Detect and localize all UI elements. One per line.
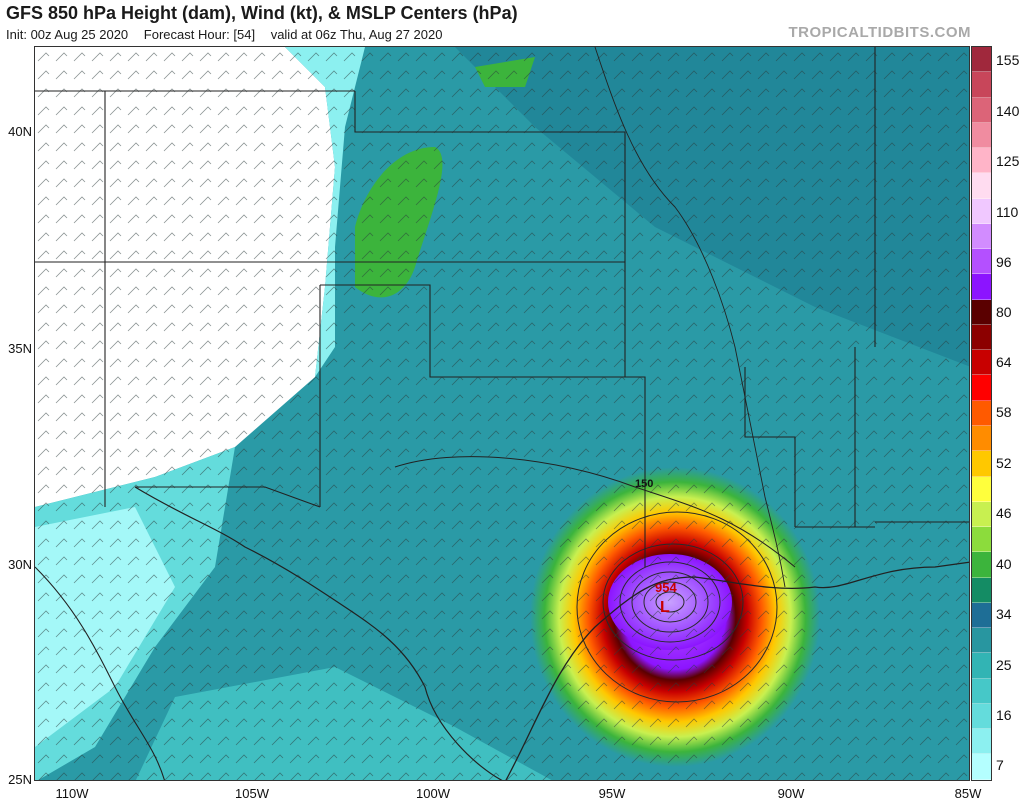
colorbar-swatch — [972, 602, 991, 629]
lon-label-95w: 95W — [598, 786, 626, 801]
colorbar-swatch — [972, 350, 991, 376]
lat-label-35n: 35N — [8, 341, 32, 356]
colorbar-label: 155 — [996, 52, 1020, 68]
header: GFS 850 hPa Height (dam), Wind (kt), & M… — [0, 0, 1024, 46]
lon-label-90w: 90W — [777, 786, 805, 801]
colorbar-label: 140 — [996, 103, 1020, 119]
colorbar-label: 46 — [996, 505, 1012, 521]
colorbar-swatch — [972, 249, 991, 275]
international-border — [134, 486, 503, 780]
map-canvas: 150 954 L — [35, 47, 969, 780]
colorbar-swatch — [972, 122, 991, 149]
colorbar-swatch — [972, 552, 991, 578]
init-time: Init: 00z Aug 25 2020 — [6, 27, 129, 42]
colorbar-label: 58 — [996, 404, 1012, 420]
map-subtitle: Init: 00z Aug 25 2020 Forecast Hour: [54… — [6, 27, 454, 42]
lat-label-25n: 25N — [8, 772, 32, 787]
colorbar-swatch — [972, 223, 991, 250]
pacific-coastline — [35, 566, 165, 780]
colorbar-swatch — [972, 577, 991, 603]
colorbar-swatch — [972, 148, 991, 174]
colorbar-swatch — [972, 198, 991, 224]
colorbar-swatch — [972, 729, 991, 755]
colorbar-label: 80 — [996, 304, 1012, 320]
gulf-coastline — [505, 561, 969, 780]
lon-label-100w: 100W — [416, 786, 450, 801]
colorbar-label: 40 — [996, 556, 1012, 572]
colorbar-swatch — [972, 451, 991, 477]
lat-label-40n: 40N — [8, 124, 32, 139]
wind-barbs — [35, 47, 969, 780]
colorbar-label: 7 — [996, 757, 1004, 773]
map-panel: 150 954 L — [34, 46, 970, 781]
colorbar-label: 34 — [996, 606, 1012, 622]
colorbar-label: 16 — [996, 707, 1012, 723]
colorbar-swatch — [972, 47, 991, 73]
mississippi-river — [594, 47, 786, 588]
colorbar-labels: 155 140 125 110 96 80 64 58 52 46 40 34 … — [996, 46, 1024, 781]
lat-label-30n: 30N — [8, 557, 32, 572]
colorbar-label: 52 — [996, 455, 1012, 471]
colorbar-swatch — [972, 72, 991, 98]
colorbar-swatch — [972, 653, 991, 679]
map-title: GFS 850 hPa Height (dam), Wind (kt), & M… — [6, 3, 518, 23]
lon-label-85w: 85W — [954, 786, 982, 801]
lon-label-110w: 110W — [55, 786, 89, 801]
colorbar-swatch — [972, 527, 991, 553]
brand-watermark: TROPICALTIDBITS.COM — [788, 24, 971, 41]
forecast-hour: Forecast Hour: [54] — [143, 27, 256, 42]
colorbar-swatch — [972, 173, 991, 199]
colorbar-swatch — [972, 754, 991, 780]
state-borders — [35, 47, 969, 567]
colorbar-swatch — [972, 678, 991, 704]
colorbar-swatch — [972, 375, 991, 401]
colorbar-label: 25 — [996, 657, 1012, 673]
valid-time: valid at 06z Thu, Aug 27 2020 — [270, 27, 443, 42]
colorbar-swatch — [972, 628, 991, 654]
colorbar-swatch — [972, 703, 991, 730]
colorbar-label: 125 — [996, 153, 1020, 169]
colorbar-label: 64 — [996, 354, 1012, 370]
colorbar-swatch — [972, 400, 991, 426]
colorbar-swatch — [972, 274, 991, 300]
colorbar-swatch — [972, 324, 991, 351]
colorbar-swatch — [972, 425, 991, 452]
colorbar-label: 110 — [996, 204, 1019, 220]
colorbar-swatch — [972, 97, 991, 123]
wind-speed-colorbar — [971, 46, 992, 781]
lon-label-105w: 105W — [235, 786, 269, 801]
colorbar-swatch — [972, 299, 991, 325]
colorbar-label: 96 — [996, 254, 1012, 270]
height-contour-150 — [394, 456, 796, 568]
colorbar-swatch — [972, 476, 991, 502]
colorbar-swatch — [972, 501, 991, 528]
